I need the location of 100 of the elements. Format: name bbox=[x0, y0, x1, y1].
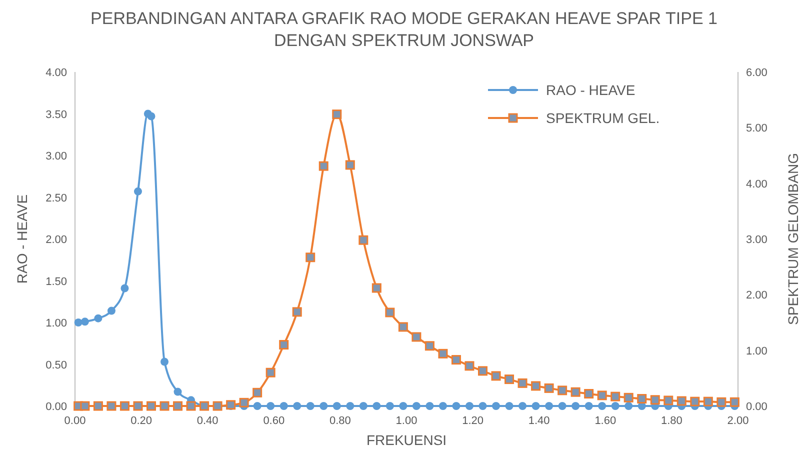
point bbox=[320, 402, 328, 410]
point bbox=[412, 402, 420, 410]
point bbox=[372, 402, 381, 410]
y-tick-label: 0.50 bbox=[46, 359, 67, 372]
chart-title: PERBANDINGAN ANTARA GRAFIK RAO MODE GERAKAN HEAVE SPAR TIPE 1 DENGAN SPEKTRUM JONSWAP bbox=[90, 9, 718, 50]
point bbox=[292, 307, 302, 317]
point bbox=[398, 322, 408, 332]
point bbox=[716, 397, 726, 407]
point bbox=[703, 396, 713, 406]
point bbox=[253, 402, 262, 410]
x-tick-label: 0.80 bbox=[329, 415, 351, 427]
point bbox=[107, 306, 116, 315]
point bbox=[518, 402, 527, 410]
point bbox=[611, 402, 620, 410]
point bbox=[676, 396, 686, 406]
x-tick-label: 0.40 bbox=[196, 415, 218, 427]
point bbox=[306, 252, 316, 262]
point bbox=[438, 402, 447, 410]
point bbox=[279, 340, 289, 350]
x-axis-title: FREKUENSI bbox=[366, 432, 447, 448]
point bbox=[464, 361, 474, 371]
y2-tick-label: 3.00 bbox=[746, 234, 768, 246]
x-tick-label: 0.60 bbox=[263, 415, 285, 427]
point bbox=[173, 401, 183, 411]
point bbox=[624, 392, 634, 402]
y2-tick-label: 4.00 bbox=[746, 178, 768, 190]
point bbox=[146, 401, 156, 411]
y-tick-label: 1.00 bbox=[46, 318, 67, 330]
x-tick-label: 1.40 bbox=[528, 415, 550, 427]
y2-tick-label: 2.00 bbox=[746, 290, 768, 302]
point bbox=[332, 110, 342, 120]
point bbox=[570, 387, 580, 397]
x-tick-label: 1.60 bbox=[594, 415, 616, 427]
point bbox=[147, 112, 156, 120]
point bbox=[332, 402, 341, 410]
legend-label: RAO - HEAVE bbox=[546, 82, 636, 98]
point bbox=[438, 348, 448, 358]
point bbox=[160, 358, 169, 366]
point bbox=[664, 396, 674, 406]
point bbox=[426, 402, 434, 410]
x-tick-label: 1.20 bbox=[462, 415, 484, 427]
point bbox=[372, 283, 382, 293]
point bbox=[358, 235, 368, 245]
point bbox=[306, 402, 314, 410]
point bbox=[598, 402, 606, 410]
x-tick-label: 0.00 bbox=[64, 415, 86, 427]
point bbox=[106, 401, 116, 411]
point bbox=[80, 401, 90, 411]
x-tick-label: 1.00 bbox=[396, 415, 418, 427]
point bbox=[452, 402, 460, 410]
point bbox=[359, 402, 368, 410]
y2-tick-label: 1.00 bbox=[746, 345, 768, 358]
point bbox=[424, 341, 434, 351]
point bbox=[545, 402, 554, 410]
legend-label: SPEKTRUM GEL. bbox=[546, 110, 660, 126]
point bbox=[637, 394, 647, 404]
y2-tick-label: 5.00 bbox=[746, 122, 768, 135]
point bbox=[93, 401, 103, 411]
x-tick-label: 0.20 bbox=[130, 415, 152, 427]
y2-tick-label: 6.00 bbox=[746, 67, 768, 79]
point bbox=[584, 389, 594, 399]
y2-tick-label: 0.00 bbox=[746, 401, 768, 413]
point bbox=[346, 402, 354, 410]
point bbox=[120, 284, 129, 292]
point bbox=[252, 388, 262, 398]
y-axis-title: RAO - HEAVE bbox=[14, 194, 30, 284]
point bbox=[74, 318, 82, 326]
point bbox=[160, 401, 170, 411]
point bbox=[584, 402, 593, 410]
point bbox=[451, 355, 461, 365]
point bbox=[492, 402, 500, 410]
point bbox=[174, 388, 182, 396]
point bbox=[544, 383, 554, 393]
y-tick-label: 1.50 bbox=[46, 276, 67, 288]
point bbox=[650, 395, 660, 405]
point bbox=[558, 402, 566, 410]
point bbox=[531, 381, 541, 391]
point bbox=[730, 397, 740, 407]
point bbox=[94, 314, 102, 322]
point bbox=[280, 402, 288, 410]
y-tick-label: 0.00 bbox=[46, 401, 67, 413]
point bbox=[491, 371, 501, 381]
point bbox=[345, 160, 355, 170]
point bbox=[478, 402, 487, 410]
y2-axis-title: SPEKTRUM GELOMBANG bbox=[785, 153, 801, 325]
point bbox=[572, 402, 580, 410]
point bbox=[385, 308, 395, 318]
point bbox=[597, 390, 607, 400]
y-tick-label: 3.00 bbox=[46, 150, 67, 162]
point bbox=[120, 401, 130, 411]
point bbox=[293, 402, 302, 410]
point bbox=[478, 366, 488, 376]
point bbox=[318, 161, 328, 171]
point bbox=[186, 401, 196, 411]
point bbox=[505, 402, 514, 410]
x-tick-label: 2.00 bbox=[727, 415, 749, 427]
point bbox=[504, 374, 514, 384]
point bbox=[690, 396, 700, 406]
y-tick-label: 2.50 bbox=[46, 192, 67, 204]
y-tick-label: 2.00 bbox=[46, 234, 67, 246]
